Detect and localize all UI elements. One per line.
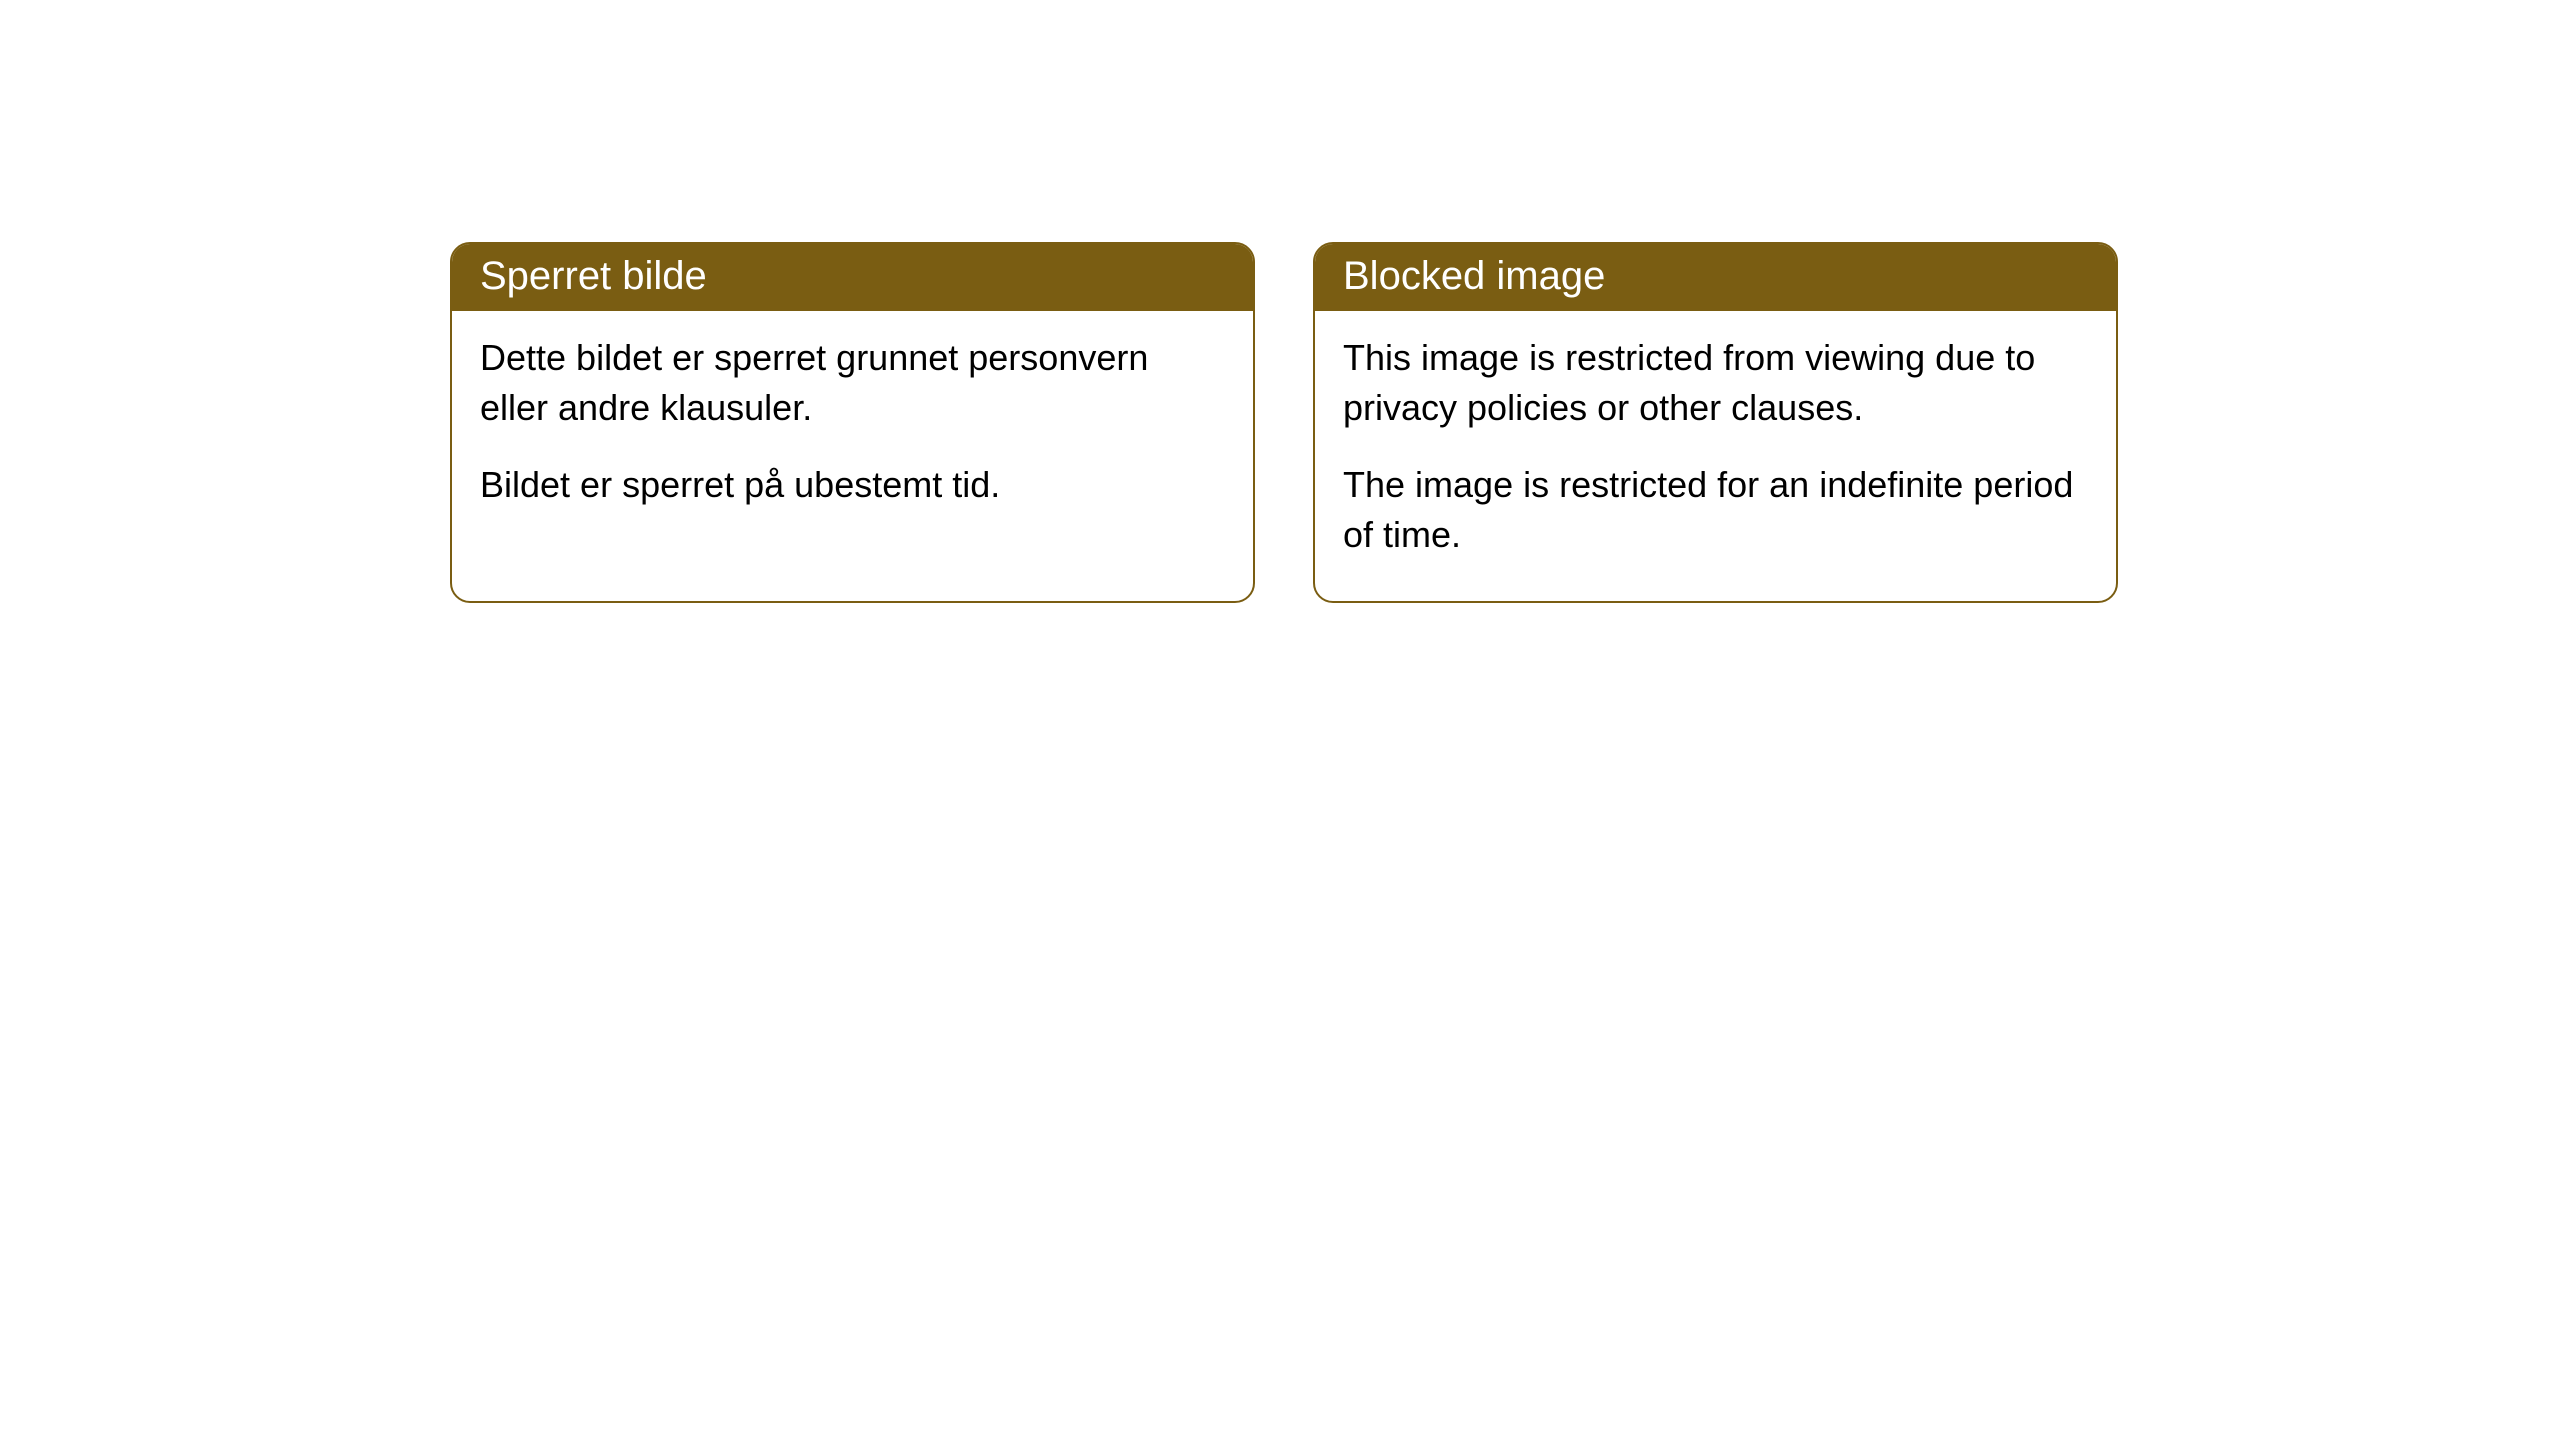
card-title: Sperret bilde [480, 254, 707, 298]
card-header-english: Blocked image [1315, 244, 2116, 311]
card-paragraph: The image is restricted for an indefinit… [1343, 460, 2088, 561]
card-title: Blocked image [1343, 254, 1605, 298]
card-paragraph: Bildet er sperret på ubestemt tid. [480, 460, 1225, 510]
blocked-image-card-norwegian: Sperret bilde Dette bildet er sperret gr… [450, 242, 1255, 603]
card-body-norwegian: Dette bildet er sperret grunnet personve… [452, 311, 1253, 550]
card-body-english: This image is restricted from viewing du… [1315, 311, 2116, 601]
blocked-image-card-english: Blocked image This image is restricted f… [1313, 242, 2118, 603]
card-paragraph: Dette bildet er sperret grunnet personve… [480, 333, 1225, 434]
card-paragraph: This image is restricted from viewing du… [1343, 333, 2088, 434]
card-header-norwegian: Sperret bilde [452, 244, 1253, 311]
info-cards-container: Sperret bilde Dette bildet er sperret gr… [450, 242, 2118, 603]
